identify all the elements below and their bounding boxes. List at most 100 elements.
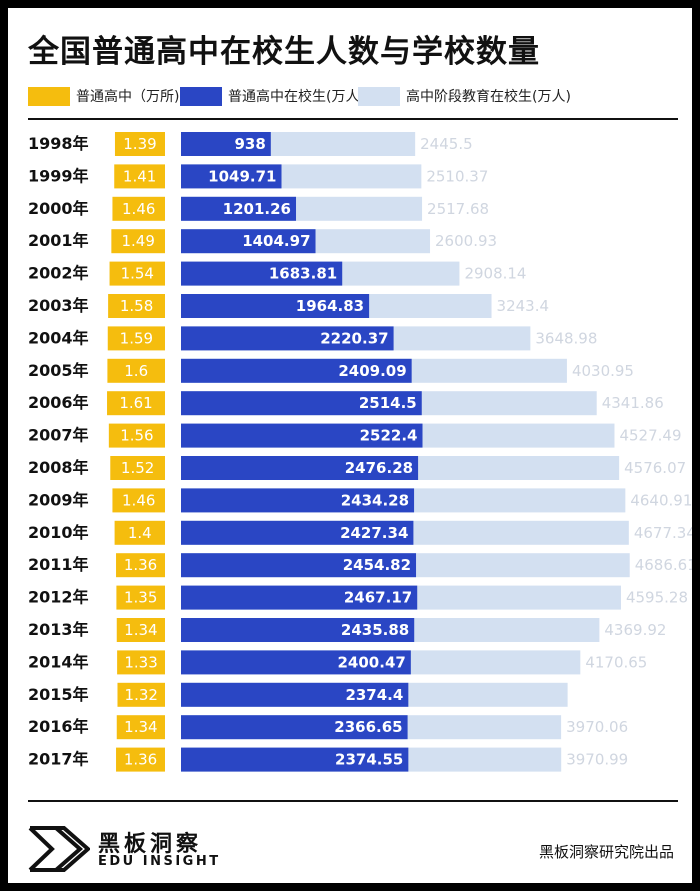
total-value-label: 4030.95 [572, 362, 634, 380]
total-value-label: 3970.06 [566, 718, 628, 736]
logo-mark-icon [28, 826, 90, 872]
students-bar [181, 747, 409, 772]
school-count-bar [114, 164, 165, 189]
school-count-label: 1.56 [120, 427, 153, 445]
top-divider [28, 118, 678, 120]
brand-logo: 黑板洞察 EDU INSIGHT [28, 818, 218, 876]
total-value-label: 3648.98 [535, 329, 597, 347]
school-count-bar [116, 618, 165, 642]
total-value-label: 4576.07 [624, 459, 686, 477]
school-count-label: 1.6 [124, 362, 148, 380]
school-count-bar [116, 553, 165, 578]
school-count-label: 1.36 [124, 751, 157, 769]
total-value-label: 3970.99 [566, 751, 628, 769]
total-value-label: 4527.49 [619, 427, 681, 445]
school-count-bar [111, 229, 165, 254]
year-label: 2011年 [28, 555, 89, 574]
school-count-bar [117, 650, 165, 675]
school-count-label: 1.52 [121, 459, 154, 477]
school-count-bar [107, 391, 165, 416]
school-count-bar [114, 132, 165, 156]
students-value-label: 2400.47 [338, 653, 406, 671]
total-value-label: 4677.34 [634, 524, 692, 542]
year-label: 2010年 [28, 523, 89, 542]
students-bar [181, 229, 316, 254]
students-bar [181, 553, 417, 578]
students-bar [181, 196, 297, 221]
legend-label-schools: 普通高中（万所) [76, 89, 180, 105]
school-count-label: 1.34 [124, 621, 157, 639]
year-label: 2007年 [28, 426, 89, 445]
legend-swatch-total [358, 86, 400, 106]
total-value-label: 2908.14 [464, 265, 526, 283]
students-value-label: 2427.34 [340, 524, 408, 542]
students-value-label: 2366.65 [334, 718, 402, 736]
legend-label-students: 普通高中在校生(万人) [228, 89, 365, 105]
total-value-label: 4595.28 [626, 589, 688, 607]
year-label: 2014年 [28, 652, 89, 671]
year-label: 2001年 [28, 231, 89, 250]
year-label: 2003年 [28, 296, 89, 315]
total-value-label: 4341.86 [602, 394, 664, 412]
students-bar [181, 423, 423, 448]
school-count-label: 1.58 [120, 297, 153, 315]
school-count-label: 1.33 [124, 653, 157, 671]
students-bar [181, 650, 411, 675]
students-value-label: 1404.97 [242, 232, 310, 250]
year-label: 2002年 [28, 264, 89, 283]
total-value-label: 4686.61 [635, 556, 692, 574]
year-label: 2009年 [28, 490, 89, 509]
total-value-label: 2510.37 [426, 167, 488, 185]
school-count-label: 1.32 [125, 686, 158, 704]
students-value-label: 2220.37 [320, 329, 388, 347]
school-count-label: 1.46 [122, 200, 155, 218]
total-value-label: 4369.92 [604, 621, 666, 639]
school-count-bar [117, 682, 165, 707]
total-value-label: 4170.65 [585, 653, 647, 671]
total-value-label: 2445.5 [420, 135, 473, 153]
students-bar [181, 715, 408, 740]
students-value-label: 1201.26 [223, 200, 291, 218]
students-value-label: 1683.81 [269, 265, 337, 283]
year-label: 2015年 [28, 685, 89, 704]
school-count-bar [116, 747, 165, 772]
school-count-label: 1.61 [119, 394, 152, 412]
total-value-label: 2600.93 [435, 232, 497, 250]
page-title: 全国普通高中在校生人数与学校数量 [28, 34, 540, 70]
year-label: 2005年 [28, 361, 89, 380]
legend-label-total: 高中阶段教育在校生(万人) [406, 89, 571, 105]
students-bar [181, 132, 271, 156]
students-bar [181, 488, 415, 513]
students-value-label: 2522.4 [360, 427, 418, 445]
total-value-label: 3243.4 [497, 297, 550, 315]
students-bar [181, 585, 418, 610]
logo-name: 黑板洞察 [98, 832, 203, 857]
students-bar [181, 682, 409, 707]
school-count-label: 1.41 [123, 167, 156, 185]
students-value-label: 2374.4 [345, 686, 403, 704]
school-count-bar [108, 294, 165, 318]
school-count-bar [108, 423, 165, 448]
school-count-label: 1.59 [120, 329, 153, 347]
legend-swatch-schools [28, 86, 70, 106]
year-label: 2008年 [28, 458, 89, 477]
school-count-label: 1.36 [124, 556, 157, 574]
students-value-label: 2435.88 [341, 621, 409, 639]
school-count-label: 1.46 [122, 491, 155, 509]
legend-item-schools: 普通高中（万所) [28, 86, 179, 106]
school-count-label: 1.54 [121, 265, 154, 283]
school-count-label: 1.35 [124, 589, 157, 607]
students-value-label: 2374.55 [335, 751, 403, 769]
students-bar [181, 261, 343, 286]
students-value-label: 2454.82 [343, 556, 411, 574]
students-bar [181, 294, 370, 318]
year-label: 2016年 [28, 717, 89, 736]
credit-text: 黑板洞察研究院出品 [538, 843, 674, 861]
year-label: 2006年 [28, 393, 89, 412]
school-count-label: 1.4 [128, 524, 152, 542]
students-bar [181, 618, 415, 642]
students-bar [181, 391, 422, 416]
students-value-label: 2514.5 [359, 394, 417, 412]
year-label: 1999年 [28, 166, 89, 185]
year-label: 2017年 [28, 750, 89, 769]
